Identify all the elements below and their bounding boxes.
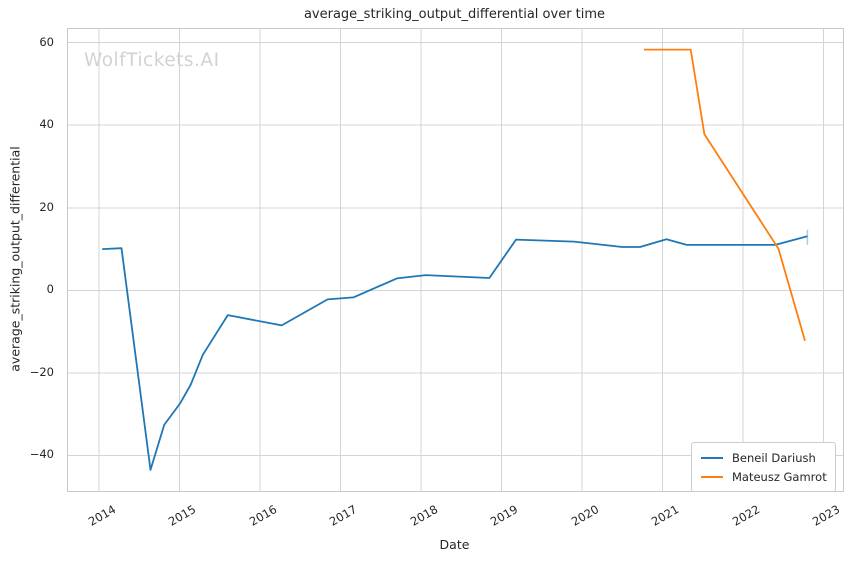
- legend-line-swatch: [701, 475, 723, 478]
- y-tick-label: 20: [39, 199, 54, 214]
- legend-item: Mateusz Gamrot: [701, 467, 827, 486]
- legend-label: Mateusz Gamrot: [732, 469, 827, 484]
- legend-label: Beneil Dariush: [732, 450, 816, 465]
- y-tick-label: −40: [29, 447, 54, 462]
- legend-line-swatch: [701, 456, 723, 459]
- y-tick-label: 40: [39, 117, 54, 132]
- x-tick-label: 2020: [568, 502, 602, 529]
- x-tick-label: 2018: [407, 502, 441, 529]
- x-axis-label: Date: [439, 537, 470, 552]
- series-line-1: [644, 48, 806, 341]
- y-axis-label: average_striking_output_differential: [7, 146, 23, 372]
- y-tick-label: 0: [46, 282, 54, 297]
- watermark: WolfTickets.AI: [84, 50, 220, 71]
- x-tick-label: 2019: [488, 502, 521, 529]
- chart-title: average_striking_output_differential ove…: [303, 7, 606, 22]
- x-tick-label: 2016: [246, 502, 279, 529]
- x-tick-label: 2021: [649, 502, 682, 529]
- legend-item: Beneil Dariush: [701, 448, 827, 467]
- legend: Beneil Dariush Mateusz Gamrot: [691, 442, 836, 492]
- y-tick-label: 60: [39, 34, 54, 49]
- x-tick-label: 2015: [166, 502, 199, 529]
- series-line-0: [102, 235, 808, 471]
- x-tick-label: 2023: [810, 502, 843, 529]
- x-tick-label: 2017: [327, 502, 360, 529]
- plot-area: WolfTickets.AI Beneil Dariush Mateusz Gam…: [67, 28, 844, 492]
- x-tick-label: 2014: [85, 502, 118, 529]
- y-tick-label: −20: [29, 364, 54, 379]
- plot-canvas: [68, 29, 843, 491]
- x-tick-label: 2022: [729, 502, 763, 529]
